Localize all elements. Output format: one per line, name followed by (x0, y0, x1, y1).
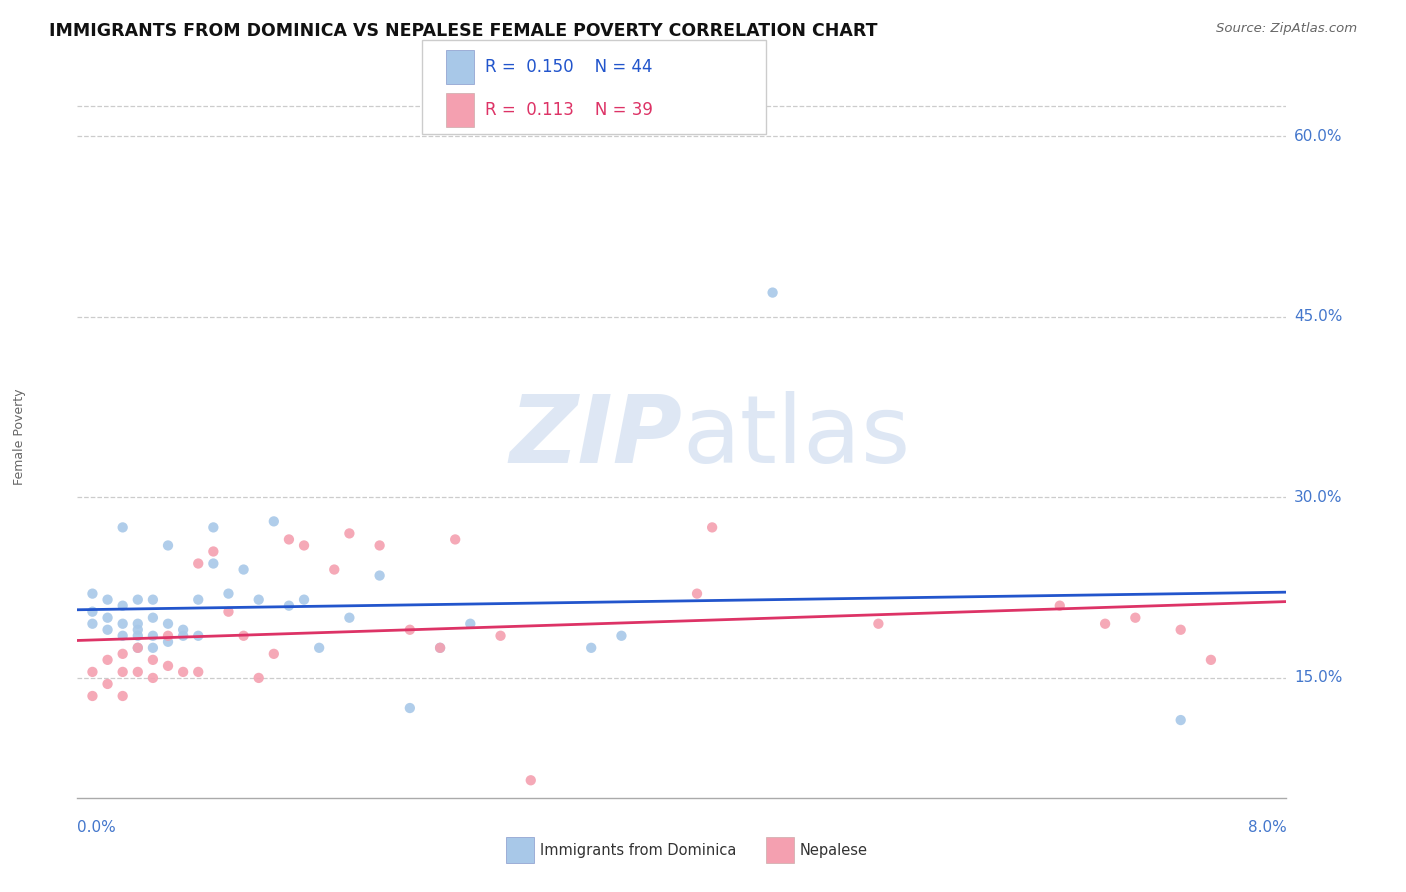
Point (1094, 616, 1116, 631)
Point (323, 562, 346, 576)
Point (96, 610, 118, 624)
Point (610, 629, 633, 643)
Point (96, 592, 118, 607)
Point (172, 665, 194, 679)
Point (263, 647, 285, 661)
Point (399, 701, 422, 715)
Text: R =  0.150    N = 44: R = 0.150 N = 44 (485, 59, 652, 77)
Point (187, 592, 209, 607)
Point (202, 557, 225, 571)
Point (278, 599, 301, 613)
Point (247, 671, 270, 685)
Point (202, 544, 225, 558)
Text: 0.0%: 0.0% (77, 820, 117, 835)
Point (762, 285, 785, 300)
Point (489, 629, 512, 643)
Point (96, 653, 118, 667)
Point (218, 605, 240, 619)
Point (202, 520, 225, 534)
Point (232, 562, 254, 576)
Point (142, 640, 165, 655)
Point (581, 640, 603, 655)
Point (96, 677, 118, 691)
Point (157, 538, 180, 552)
Point (292, 538, 315, 552)
Point (82, 587, 104, 601)
Text: 45.0%: 45.0% (1294, 310, 1343, 324)
Point (127, 616, 149, 631)
Text: R =  0.113    N = 39: R = 0.113 N = 39 (485, 101, 652, 119)
Point (1170, 713, 1192, 727)
Point (96, 623, 118, 637)
Point (520, 773, 543, 788)
Point (339, 610, 360, 624)
Point (868, 616, 890, 631)
Text: Nepalese: Nepalese (800, 843, 868, 857)
Point (247, 592, 270, 607)
Point (157, 635, 180, 649)
Text: 60.0%: 60.0% (1294, 128, 1343, 144)
Text: Source: ZipAtlas.com: Source: ZipAtlas.com (1216, 22, 1357, 36)
Point (172, 623, 194, 637)
Point (111, 689, 134, 703)
Point (127, 629, 149, 643)
Point (111, 629, 134, 643)
Text: 8.0%: 8.0% (1247, 820, 1286, 835)
Point (142, 629, 165, 643)
Point (308, 640, 330, 655)
Point (142, 653, 165, 667)
Point (702, 520, 724, 534)
Point (263, 514, 285, 528)
Point (111, 520, 134, 534)
Point (172, 629, 194, 643)
Point (187, 665, 209, 679)
Point (142, 592, 165, 607)
Point (127, 640, 149, 655)
Point (82, 605, 104, 619)
Text: atlas: atlas (682, 391, 910, 483)
Point (368, 538, 391, 552)
Point (127, 623, 149, 637)
Point (127, 665, 149, 679)
Point (127, 592, 149, 607)
Point (142, 610, 165, 624)
Point (1170, 623, 1192, 637)
Point (232, 629, 254, 643)
Point (1049, 599, 1071, 613)
Point (292, 592, 315, 607)
Text: 30.0%: 30.0% (1294, 490, 1343, 505)
Text: 15.0%: 15.0% (1294, 671, 1343, 685)
Text: ZIP: ZIP (509, 391, 682, 483)
Point (111, 665, 134, 679)
Point (111, 616, 134, 631)
Point (157, 658, 180, 673)
Point (127, 640, 149, 655)
Point (111, 599, 134, 613)
Point (82, 616, 104, 631)
Point (187, 629, 209, 643)
Text: Female Poverty: Female Poverty (13, 389, 25, 485)
Point (399, 623, 422, 637)
Point (1199, 653, 1222, 667)
Text: Immigrants from Dominica: Immigrants from Dominica (540, 843, 737, 857)
Point (111, 647, 134, 661)
Point (278, 533, 301, 547)
Point (444, 533, 467, 547)
Point (142, 671, 165, 685)
Point (82, 665, 104, 679)
Point (339, 526, 360, 541)
Text: IMMIGRANTS FROM DOMINICA VS NEPALESE FEMALE POVERTY CORRELATION CHART: IMMIGRANTS FROM DOMINICA VS NEPALESE FEM… (49, 22, 877, 40)
Point (157, 629, 180, 643)
Point (458, 616, 481, 631)
Point (157, 616, 180, 631)
Point (429, 640, 451, 655)
Point (368, 568, 391, 582)
Point (1125, 610, 1147, 624)
Point (187, 557, 209, 571)
Point (218, 587, 240, 601)
Point (82, 689, 104, 703)
Point (686, 587, 709, 601)
Point (429, 640, 451, 655)
